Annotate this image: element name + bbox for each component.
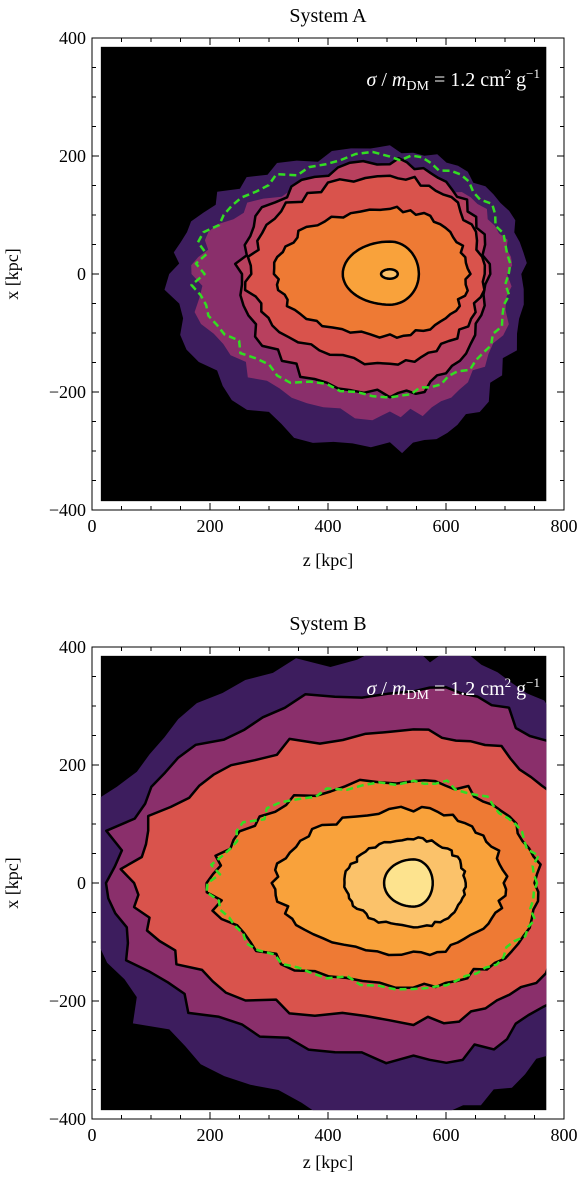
- x-tick-label: 0: [88, 516, 97, 536]
- x-tick-label: 200: [197, 516, 224, 536]
- y-tick-label: 400: [59, 28, 86, 48]
- annotation-cross-section: σ / mDM = 1.2 cm2 g−1: [366, 66, 540, 94]
- axis-ticks: 0 200 400 600 800 400 200 0 −200 −400: [49, 28, 578, 536]
- plot-area: [100, 46, 547, 502]
- x-tick-label: 400: [315, 516, 342, 536]
- axis-ticks: 0 200 400 600 800 400 200 0 −200 −400: [49, 637, 578, 1145]
- x-axis-label: z [kpc]: [303, 1152, 353, 1172]
- y-tick-label: 0: [77, 873, 86, 893]
- panel-system-a: System A 0 200 400 600 800 400 200 0 −200 −400 σ …: [2, 5, 578, 570]
- annotation-cross-section: σ / mDM = 1.2 cm2 g−1: [366, 675, 540, 703]
- x-tick-label: 600: [433, 516, 460, 536]
- y-tick-label: −200: [49, 991, 86, 1011]
- chart-title: System A: [289, 5, 367, 27]
- contour-threshold-dashed: [205, 779, 541, 991]
- x-tick-label: 800: [551, 516, 578, 536]
- y-tick-label: −400: [49, 1109, 86, 1129]
- y-axis-label: x [kpc]: [2, 248, 22, 299]
- x-tick-label: 0: [88, 1125, 97, 1145]
- x-tick-label: 400: [315, 1125, 342, 1145]
- y-tick-label: −200: [49, 382, 86, 402]
- y-tick-label: −400: [49, 500, 86, 520]
- chart-title: System B: [289, 613, 366, 635]
- x-tick-label: 600: [433, 1125, 460, 1145]
- y-tick-label: 200: [59, 146, 86, 166]
- panel-system-b: System B 0 200 400 600 800 400 200 0 −200 −400 σ …: [2, 613, 578, 1172]
- contour-threshold-dashed: [190, 150, 512, 399]
- x-tick-label: 200: [197, 1125, 224, 1145]
- y-tick-label: 200: [59, 755, 86, 775]
- x-axis-label: z [kpc]: [303, 550, 353, 570]
- contour-level: [382, 858, 434, 908]
- y-tick-label: 400: [59, 637, 86, 657]
- contour-level: [379, 268, 400, 280]
- y-axis-label: x [kpc]: [2, 857, 22, 908]
- x-tick-label: 800: [551, 1125, 578, 1145]
- plot-area: [100, 655, 547, 1111]
- y-tick-label: 0: [77, 264, 86, 284]
